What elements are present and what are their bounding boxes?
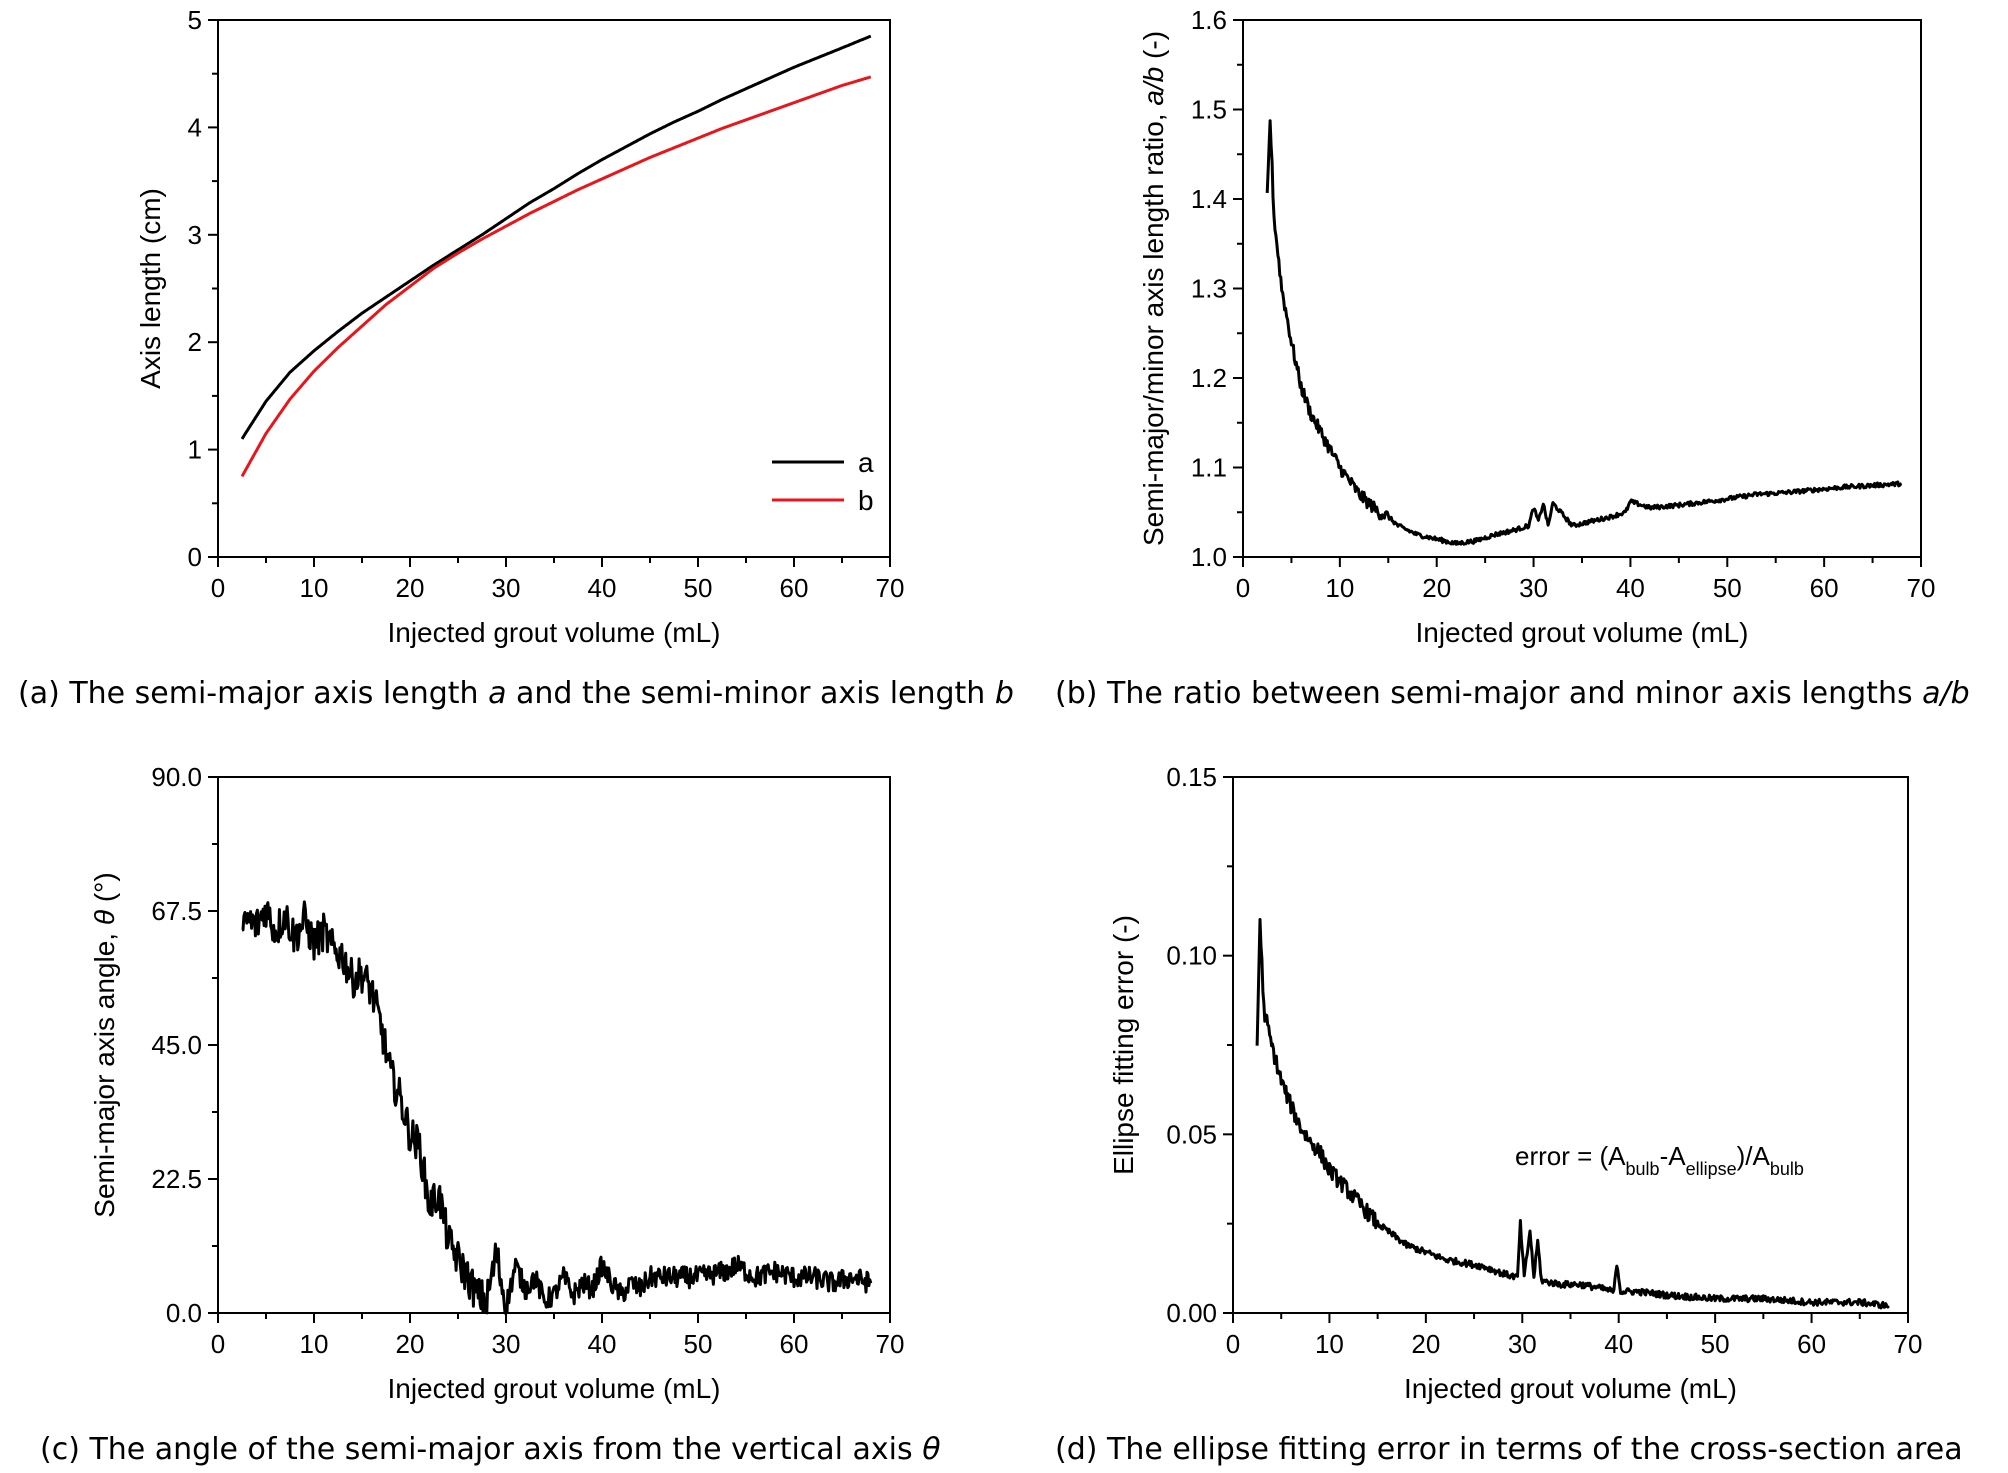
chart-a: 0 10 20 30 40 50 60 70 0 1 2 3 4 5 Injected grout volu…	[135, 5, 904, 648]
x-tick-label: 60	[780, 1329, 809, 1359]
x-tick-label: 0	[1236, 573, 1250, 603]
x-tick-label: 30	[492, 573, 521, 603]
x-tick-label: 20	[1411, 1329, 1440, 1359]
x-tick-label: 60	[1797, 1329, 1826, 1359]
x-axis-label: Injected grout volume (mL)	[387, 1373, 720, 1404]
series-line-a-a	[240, 34, 872, 440]
series-line-b-0	[1265, 119, 1903, 546]
plot-frame-d	[1232, 776, 1909, 1314]
x-tick-label: 0	[1226, 1329, 1240, 1359]
y-tick-label: 5	[188, 5, 202, 35]
x-tick-label: 40	[1604, 1329, 1633, 1359]
x-tick-label: 40	[588, 1329, 617, 1359]
x-tick-label: 20	[396, 1329, 425, 1359]
y-tick-label: 1.0	[1191, 542, 1227, 572]
y-axis-label: Ellipse fitting error (-)	[1108, 915, 1139, 1175]
x-tick-label: 10	[300, 1329, 329, 1359]
x-tick-label: 70	[876, 1329, 905, 1359]
x-tick-label: 0	[211, 573, 225, 603]
x-axis-label: Injected grout volume (mL)	[1415, 617, 1748, 648]
y-tick-label: 1.4	[1191, 184, 1227, 214]
x-tick-label: 40	[1616, 573, 1645, 603]
x-tick-label: 30	[492, 1329, 521, 1359]
plot-frame-c	[217, 776, 891, 1314]
y-tick-label: 90.0	[151, 762, 202, 792]
error-formula-annotation: error = (Abulb-Aellipse)/Abulb	[1515, 1141, 1804, 1179]
y-tick-label: 1.1	[1191, 453, 1227, 483]
chart-b: 0 10 20 30 40 50 60 70 1.0 1.1 1.2 1.3 1.4 1.5 1.6 Inje…	[1138, 5, 1935, 648]
series-line-a-b	[240, 75, 872, 478]
x-tick-label: 50	[684, 573, 713, 603]
y-tick-label: 67.5	[151, 896, 202, 926]
y-tick-label: 2	[188, 327, 202, 357]
legend-label-b: b	[858, 485, 874, 516]
x-tick-label: 70	[1907, 573, 1936, 603]
y-axis-label: Semi-major axis angle, θ (°)	[89, 872, 120, 1217]
y-tick-label: 0.10	[1166, 941, 1217, 971]
x-tick-label: 30	[1508, 1329, 1537, 1359]
y-tick-label: 1.2	[1191, 363, 1227, 393]
y-tick-label: 1.5	[1191, 95, 1227, 125]
x-tick-label: 60	[1810, 573, 1839, 603]
y-tick-label: 3	[188, 220, 202, 250]
y-tick-label: 0	[188, 542, 202, 572]
y-tick-label: 22.5	[151, 1164, 202, 1194]
y-tick-label: 1	[188, 435, 202, 465]
y-tick-label: 0.00	[1166, 1298, 1217, 1328]
y-tick-label: 45.0	[151, 1030, 202, 1060]
legend-label-a: a	[858, 447, 874, 478]
y-tick-label: 0.05	[1166, 1119, 1217, 1149]
caption-a: (a) The semi-major axis length a and the…	[18, 676, 1014, 711]
x-tick-label: 60	[780, 573, 809, 603]
y-axis-label: Axis length (cm)	[135, 188, 166, 389]
caption-c: (c) The angle of the semi-major axis fro…	[40, 1432, 941, 1467]
x-axis-label: Injected grout volume (mL)	[1404, 1373, 1737, 1404]
x-axis-label: Injected grout volume (mL)	[387, 617, 720, 648]
x-tick-label: 50	[1713, 573, 1742, 603]
y-tick-label: 1.6	[1191, 5, 1227, 35]
chart-d: 0 10 20 30 40 50 60 70 0.00 0.05 0.10 0.15 Injected …	[1108, 762, 1922, 1404]
y-tick-label: 0.15	[1166, 762, 1217, 792]
x-tick-label: 50	[684, 1329, 713, 1359]
x-tick-label: 50	[1701, 1329, 1730, 1359]
x-tick-label: 0	[211, 1329, 225, 1359]
plot-frame-b	[1242, 19, 1922, 558]
x-tick-label: 20	[1422, 573, 1451, 603]
x-tick-label: 10	[1315, 1329, 1344, 1359]
x-tick-label: 70	[1894, 1329, 1923, 1359]
x-tick-label: 70	[876, 573, 905, 603]
y-tick-label: 4	[188, 112, 202, 142]
x-tick-label: 20	[396, 573, 425, 603]
y-tick-label: 1.3	[1191, 274, 1227, 304]
plot-frame-a	[217, 19, 891, 558]
x-tick-label: 40	[588, 573, 617, 603]
series-line-d-0	[1255, 918, 1890, 1310]
series-line-c-0	[241, 900, 873, 1315]
x-tick-label: 30	[1519, 573, 1548, 603]
caption-d: (d) The ellipse fitting error in terms o…	[1055, 1432, 1963, 1467]
x-tick-label: 10	[300, 573, 329, 603]
chart-c: 0 10 20 30 40 50 60 70 0.0 22.5 45.0 67.5 90.0 Inject…	[89, 762, 904, 1404]
x-tick-label: 10	[1325, 573, 1354, 603]
caption-b: (b) The ratio between semi-major and min…	[1055, 676, 1970, 711]
y-tick-label: 0.0	[166, 1298, 202, 1328]
y-axis-label: Semi-major/minor axis length ratio, a/b …	[1138, 31, 1169, 546]
